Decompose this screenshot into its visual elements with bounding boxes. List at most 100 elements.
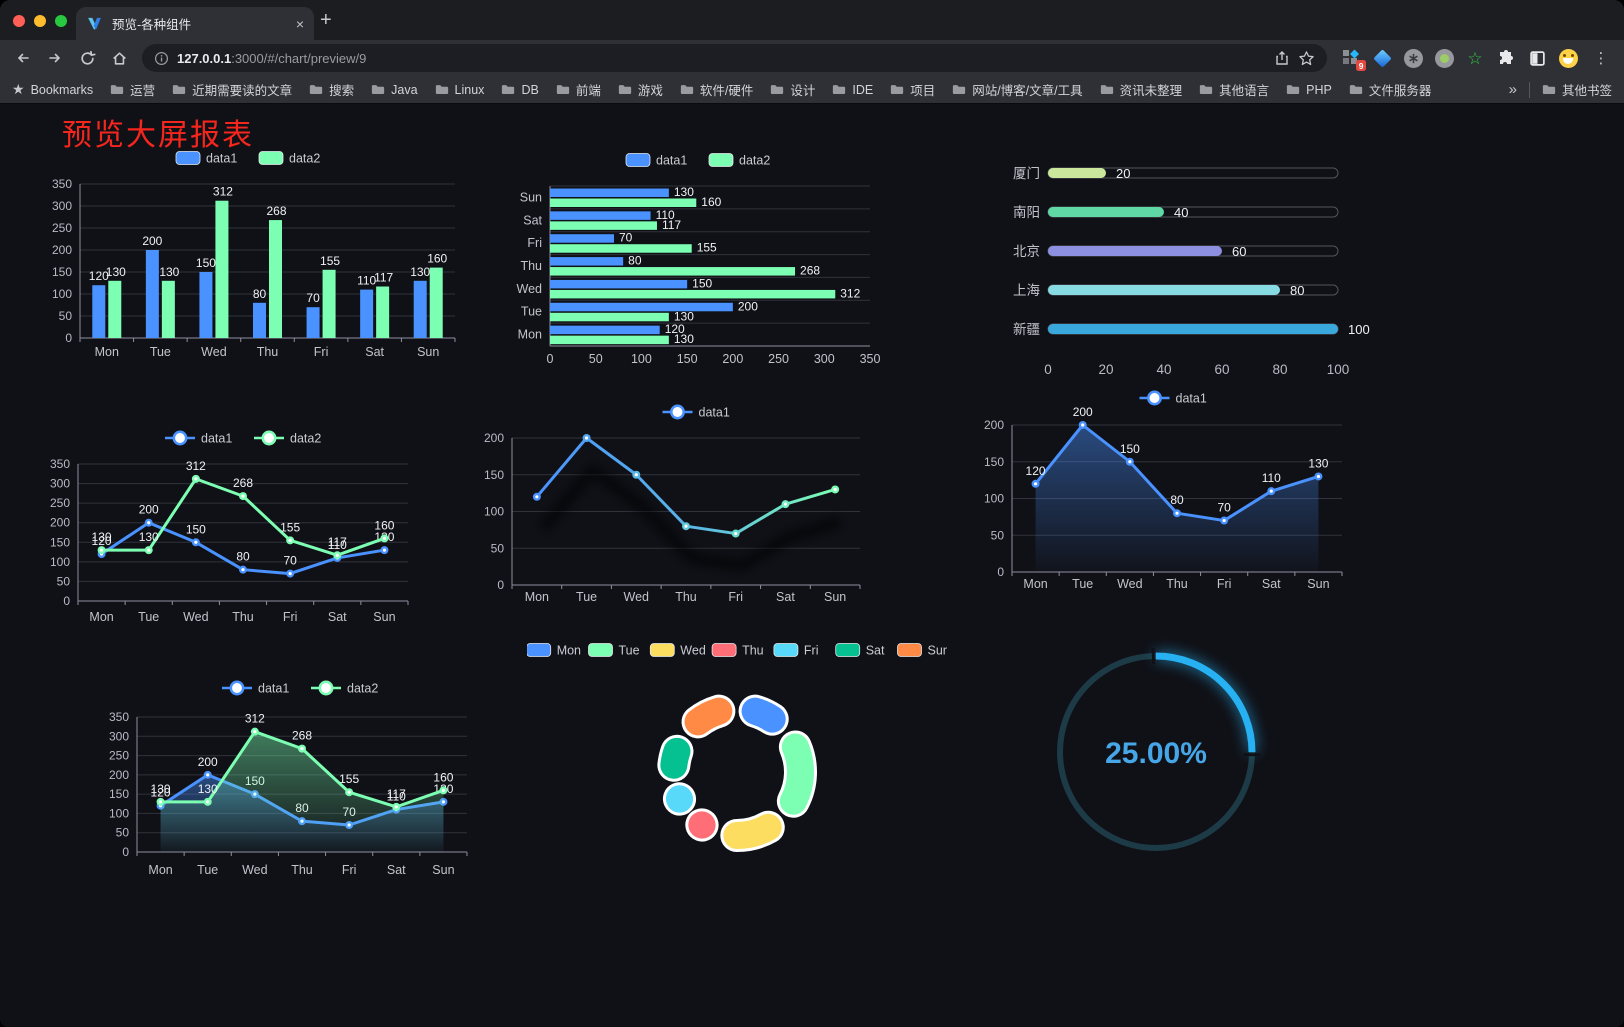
svg-text:50: 50 (116, 826, 130, 840)
green-dot-extension-icon[interactable] (1434, 48, 1454, 68)
reload-button[interactable] (72, 44, 102, 72)
forward-button[interactable] (40, 44, 70, 72)
svg-text:268: 268 (233, 476, 253, 490)
svg-text:Sun: Sun (432, 863, 454, 877)
bookmarks-label-item[interactable]: ★ Bookmarks (12, 81, 94, 97)
bookmark-folder-item[interactable]: PHP (1286, 80, 1332, 99)
svg-text:130: 130 (151, 782, 171, 796)
bookmark-folder-item[interactable]: 项目 (890, 80, 935, 99)
svg-text:Wed: Wed (624, 590, 650, 604)
share-icon[interactable] (1274, 50, 1290, 66)
svg-text:Fri: Fri (728, 590, 743, 604)
bookmarks-divider (1528, 81, 1530, 98)
svg-text:250: 250 (52, 221, 72, 235)
emoji-extension-icon[interactable] (1558, 48, 1578, 68)
site-info-icon[interactable] (154, 51, 169, 66)
svg-text:Fri: Fri (283, 610, 298, 624)
other-bookmarks-folder[interactable]: 其他书签 (1542, 80, 1612, 99)
address-bar[interactable]: 127.0.0.1:3000/#/chart/preview/9 (142, 44, 1327, 72)
bookmark-folder-item[interactable]: 网站/博客/文章/工具 (952, 80, 1083, 99)
svg-text:0: 0 (122, 845, 129, 859)
bookmark-label: Linux (454, 82, 485, 97)
svg-text:50: 50 (57, 574, 71, 588)
bookmark-folder-item[interactable]: 其他语言 (1199, 80, 1269, 99)
home-button[interactable] (104, 44, 134, 72)
tab-close-icon[interactable]: × (295, 15, 304, 32)
grouped-bar-chart[interactable]: 0 50 100 150 200 250 300 350 Mon 120 130 Tue 200 130 W… (35, 146, 465, 366)
bookmark-star-icon[interactable] (1298, 50, 1315, 67)
svg-text:160: 160 (433, 770, 453, 784)
browser-menu-button[interactable]: ⋮ (1593, 50, 1609, 67)
close-window-button[interactable] (13, 15, 25, 27)
svg-text:110: 110 (656, 208, 675, 222)
two-series-line-chart[interactable]: 0 50 100 150 200 250 300 350 Mon Tue Wed Thu Fri Sat S… (30, 414, 450, 649)
svg-text:120: 120 (151, 786, 171, 800)
bookmark-folder-item[interactable]: 前端 (556, 80, 601, 99)
bookmark-label: 近期需要读的文章 (192, 84, 293, 98)
command-extension-icon[interactable] (1403, 48, 1423, 68)
svg-text:50: 50 (991, 528, 1005, 542)
new-tab-button[interactable]: + (320, 9, 332, 31)
bookmarks-overflow-chevron[interactable]: » (1508, 81, 1517, 98)
browser-tab[interactable]: 预览-各种组件 × (76, 7, 314, 40)
svg-text:110: 110 (357, 274, 376, 288)
horizontal-bar-chart[interactable]: 0 50 100 150 200 250 300 350 Mon 120 130 Tue 200 130 W… (505, 146, 905, 374)
window-controls[interactable] (13, 15, 67, 27)
svg-text:300: 300 (52, 199, 72, 213)
minimize-window-button[interactable] (34, 15, 46, 27)
svg-text:155: 155 (280, 520, 300, 534)
bookmark-folder-item[interactable]: 设计 (770, 80, 815, 99)
svg-text:200: 200 (50, 516, 70, 530)
bookmark-label: IDE (852, 82, 874, 97)
bookmark-folder-item[interactable]: Linux (435, 80, 485, 99)
bookmark-folder-item[interactable]: 软件/硬件 (680, 80, 753, 99)
bookmark-folder-item[interactable]: 运营 (110, 80, 155, 99)
donut-chart[interactable]: Mon Tue Wed Thu Fri Sat Sun (527, 626, 947, 886)
svg-text:150: 150 (484, 468, 504, 482)
svg-text:Sun: Sun (1307, 577, 1329, 591)
bookmark-label: 文件服务器 (1368, 84, 1432, 98)
svg-text:Fri: Fri (527, 236, 542, 250)
svg-text:0: 0 (997, 565, 1004, 579)
bookmark-folder-item[interactable]: 游戏 (618, 80, 663, 99)
two-series-area-chart[interactable]: 0 50 100 150 200 250 300 350 Mon Tue Wed Thu Fri Sat S… (95, 664, 515, 894)
svg-text:Wed: Wed (201, 345, 227, 359)
bookmark-folder-item[interactable]: 近期需要读的文章 (172, 80, 292, 99)
bookmark-folder-item[interactable]: 搜索 (309, 80, 354, 99)
bookmark-folder-item[interactable]: 文件服务器 (1349, 80, 1432, 99)
svg-text:160: 160 (701, 195, 721, 209)
sidebar-extension-icon[interactable] (1527, 48, 1547, 68)
green-star-extension-icon[interactable]: ☆ (1467, 48, 1483, 68)
svg-text:0: 0 (547, 352, 554, 366)
gauge-chart[interactable]: 25.00% (1006, 624, 1306, 894)
bookmark-label: PHP (1306, 82, 1332, 97)
svg-text:100: 100 (484, 505, 504, 519)
extensions-puzzle-icon[interactable] (1496, 48, 1516, 68)
svg-text:data1: data1 (699, 406, 730, 420)
bookmark-folder-item[interactable]: DB (501, 80, 539, 99)
svg-text:150: 150 (186, 522, 206, 536)
folder-icon (680, 85, 693, 95)
gradient-line-chart[interactable]: 0 50 100 150 200 Mon Tue Wed Thu Fri Sat Sun data1 (480, 394, 900, 619)
folder-icon (310, 85, 323, 95)
svg-text:0: 0 (1044, 362, 1052, 377)
area-line-chart[interactable]: 0 50 100 150 200 Mon Tue Wed Thu Fri Sat Sun 120 200 1… (965, 382, 1385, 607)
pixel-grid-extension-icon[interactable]: 9 (1341, 48, 1366, 71)
city-progress-chart[interactable]: 厦门 20 南阳 40 北京 60 上海 80 新疆 100 0 20 40 60 80 100 (1000, 146, 1390, 386)
bookmark-folder-item[interactable]: Java (371, 80, 418, 99)
gem-extension-icon[interactable] (1372, 48, 1392, 68)
svg-text:Sun: Sun (520, 190, 542, 204)
svg-text:117: 117 (662, 218, 681, 232)
url-text[interactable]: 127.0.0.1:3000/#/chart/preview/9 (177, 50, 367, 66)
star-icon: ★ (12, 81, 25, 97)
svg-text:data2: data2 (739, 154, 770, 168)
svg-text:200: 200 (198, 755, 218, 769)
bookmark-folder-item[interactable]: 资讯未整理 (1100, 80, 1182, 99)
zoom-window-button[interactable] (55, 15, 67, 27)
svg-text:40: 40 (1156, 362, 1171, 377)
bookmark-folder-item[interactable]: IDE (832, 80, 873, 99)
svg-text:Sat: Sat (328, 610, 347, 624)
back-button[interactable] (8, 44, 38, 72)
svg-text:data2: data2 (289, 152, 320, 166)
svg-text:Wed: Wed (517, 282, 543, 296)
